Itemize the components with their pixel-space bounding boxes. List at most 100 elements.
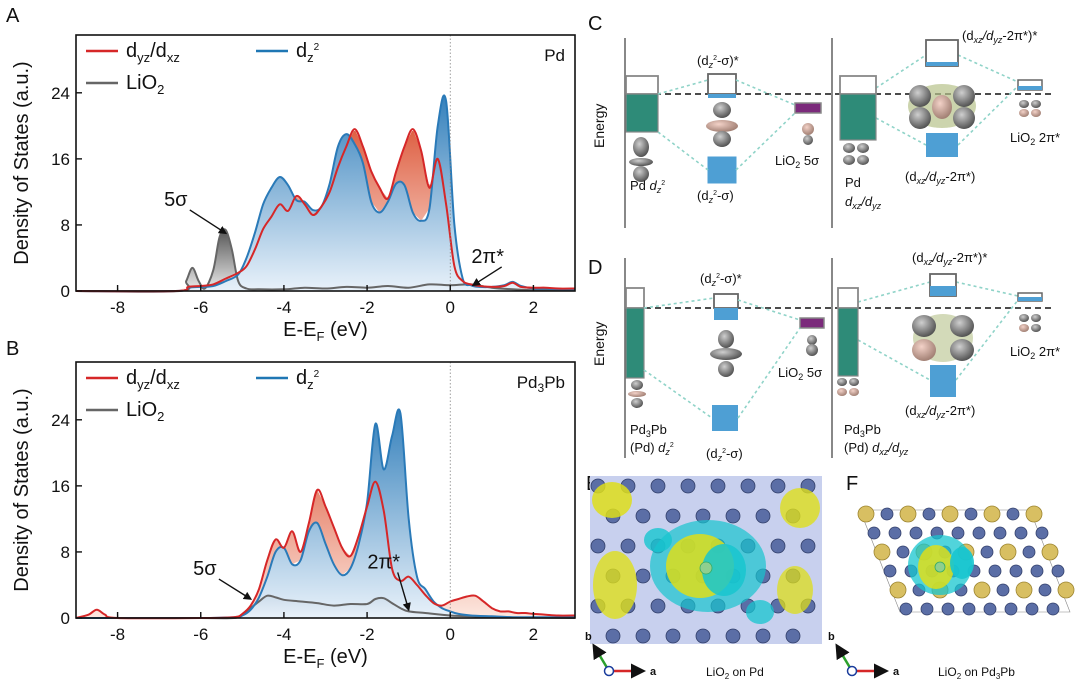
legend-label: dz2 <box>296 367 320 392</box>
pb-atom <box>1057 581 1075 599</box>
pd-atom <box>680 478 696 494</box>
d-dz2-sigma-antibonding-level <box>713 293 739 309</box>
d-lio2-5sigma-level <box>799 317 825 329</box>
annotation-arrow <box>397 572 411 612</box>
pd-atom <box>922 507 936 521</box>
x-tick-label: 2 <box>529 625 538 644</box>
dos-chart-pd: A -8 -6 -4 -2 0 2 0 8 16 24 Density of States (a.u… <box>6 5 576 344</box>
series-line-dz2 <box>76 408 575 620</box>
mo-diagram-pd3pb: D Energy Pd3Pb (Pd) dz2 (dz2-σ)* (dz2-σ)… <box>588 250 1060 463</box>
pb-atom <box>941 505 959 523</box>
dxz-pi-bonding-level <box>926 133 958 157</box>
dz2-sigma-bonding-label: (dz2-σ) <box>697 188 734 205</box>
x-tick-label: -4 <box>276 298 291 317</box>
pd-atom <box>983 602 997 616</box>
y-tick-label: 8 <box>61 216 70 235</box>
lio2-2pi-fill <box>1018 86 1042 90</box>
y-axis-label: Density of States (a.u.) <box>11 61 33 264</box>
pb-atom <box>889 581 907 599</box>
pd-atom <box>896 545 910 559</box>
pd3pb-dxz-empty <box>837 287 859 309</box>
pd-atom <box>800 538 816 554</box>
pb-atom <box>1015 581 1033 599</box>
annotation-arrow <box>218 578 253 600</box>
pd-dxz-filled <box>839 93 877 141</box>
y-tick-label: 8 <box>61 543 70 562</box>
d-dz2-sigma-bonding-label: (dz2-σ) <box>706 446 743 463</box>
d-lio2-2pi-fill <box>1018 297 1042 301</box>
lio2-5sigma-orbital-icon <box>802 123 814 145</box>
legend-label: LiO2 <box>126 399 164 424</box>
series-line-dyzdxz <box>75 480 576 620</box>
x-tick-label: -4 <box>276 625 291 644</box>
d-lio2-5sigma-label: LiO2 5σ <box>778 365 822 382</box>
legend-label: LiO2 <box>126 72 164 97</box>
pb-atom <box>999 543 1017 561</box>
x-tick-label: -8 <box>110 625 125 644</box>
mo-connectors-c <box>657 54 1019 171</box>
x-tick-label: -2 <box>360 625 375 644</box>
pd-atom <box>888 526 902 540</box>
pd-atom <box>1035 526 1049 540</box>
d-dxz-pi-bonding-level <box>930 365 956 397</box>
pd-dxz-label-2: dxz/dyz <box>845 194 882 211</box>
lio2-5sigma-level <box>794 102 822 114</box>
pd-atom <box>1051 564 1065 578</box>
legend-label: dyz/dxz <box>126 40 180 65</box>
dos-chart-pd3pb: B -8 -6 -4 -2 0 2 0 8 16 24 Density of States (a.u… <box>6 338 576 671</box>
pb-atom <box>873 543 891 561</box>
pd-atom <box>635 628 651 644</box>
pd-charge-isosurface <box>592 482 820 624</box>
pd-atom <box>665 508 681 524</box>
d-dxz-pi-antibonding-label: (dxz/dyz-2π*)* <box>912 250 987 267</box>
annotation-label: 2π* <box>367 551 400 573</box>
pd-atom <box>710 478 726 494</box>
pd-atom <box>1038 583 1052 597</box>
pd-atom <box>1025 602 1039 616</box>
pd-dz2-filled <box>625 93 659 133</box>
pd-atom <box>1022 545 1036 559</box>
annotation-label: 5σ <box>193 558 217 580</box>
lio2-2pi-label: LiO2 2π* <box>1010 130 1060 147</box>
pb-atom <box>983 505 1001 523</box>
pd-atom <box>665 628 681 644</box>
pb-atom <box>1025 505 1043 523</box>
pd-atom <box>725 628 741 644</box>
pd-dz2-empty <box>625 75 659 95</box>
y-tick-label: 24 <box>51 84 70 103</box>
svg-text:a: a <box>650 666 657 678</box>
pd-atom <box>993 526 1007 540</box>
axis-triad-f: a b <box>828 631 900 679</box>
pd-atom <box>972 526 986 540</box>
pd-atom <box>770 478 786 494</box>
pd-atom <box>1006 507 1020 521</box>
pd-dxz-label-1: Pd <box>845 175 861 190</box>
panel-label-c: C <box>588 13 602 35</box>
pd-atom <box>867 526 881 540</box>
pd3pb-dz2-orbital-icon <box>628 380 646 408</box>
dxz-pi-bonding-label: (dxz/dyz-2π*) <box>905 169 975 186</box>
pd3pb-dxz-label-1: Pd3Pb <box>844 422 881 439</box>
pd3pb-dz2-label-2: (Pd) dz2 <box>630 440 674 457</box>
dz2-area <box>76 409 575 619</box>
y-tick-label: 16 <box>51 150 70 169</box>
x-tick-label: -6 <box>193 625 208 644</box>
dxz-pi-orbital-icon <box>908 84 976 129</box>
y-tick-label: 16 <box>51 477 70 496</box>
axis-triad-e: a b <box>585 631 657 679</box>
annotation-label: 5σ <box>164 189 188 211</box>
chart-title: Pd3Pb <box>517 373 565 395</box>
d-dxz-pi-antibonding-fill <box>930 286 956 296</box>
mo-connectors-d <box>643 281 1019 419</box>
charge-density-pd3pb: F a b LiO2 on Pd3Pb <box>828 473 1075 681</box>
dz2-sigma-antibonding-level <box>707 73 737 95</box>
lio2-5sigma-label: LiO2 5σ <box>775 153 819 170</box>
pd-atom <box>620 538 636 554</box>
x-tick-label: -6 <box>193 298 208 317</box>
pb-atom <box>973 581 991 599</box>
pd-dxz-empty <box>839 75 877 95</box>
annotation-arrow <box>471 266 503 287</box>
d-dz2-sigma-bonding-level <box>712 405 738 431</box>
pd3pb-dz2-filled <box>625 307 645 379</box>
panel-label-a: A <box>6 5 20 27</box>
